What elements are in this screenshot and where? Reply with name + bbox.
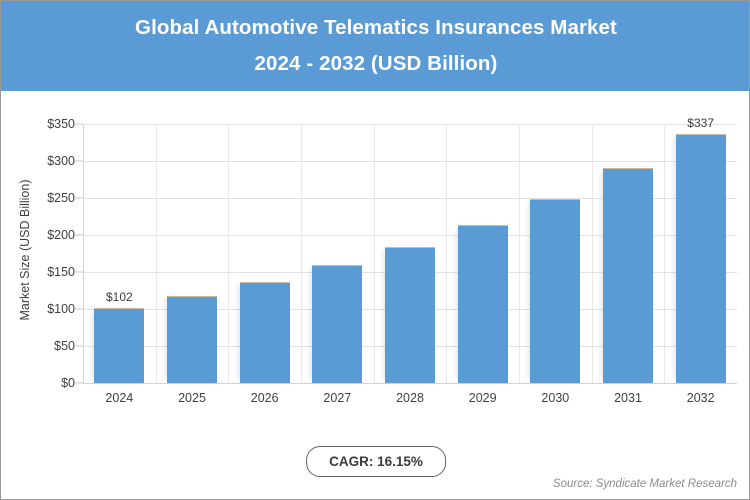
y-tick-mark [75,123,83,125]
category-separator [228,124,230,383]
category-separator [373,124,375,383]
y-tick-label: $200 [47,228,75,242]
y-tick-label: $300 [47,154,75,168]
gridline [83,124,737,125]
y-tick-label: $100 [47,302,75,316]
y-tick-mark [75,271,83,273]
category-separator [519,124,520,383]
category-separator [301,124,302,383]
category-separator [155,124,157,383]
x-tick-label-2026: 2026 [250,391,279,405]
y-tick-label: $50 [54,339,75,353]
bar-2029[interactable] [457,224,508,383]
category-separator [664,124,666,383]
cagr-badge: CAGR: 16.15% [306,446,446,477]
x-tick-label-2028: 2028 [396,391,424,405]
bar-2031[interactable] [603,168,653,383]
x-tick-label-2024: 2024 [105,391,134,405]
y-tick-mark [75,308,83,310]
bar-2028[interactable] [385,246,435,383]
y-axis-line [83,124,84,383]
bar-column[interactable] [385,124,435,383]
bar-column[interactable] [239,124,290,383]
gridline [83,235,737,236]
y-tick-mark [75,234,83,236]
x-tick-label-2029: 2029 [468,391,497,405]
bar-column[interactable] [94,124,145,383]
x-tick-label-2032: 2032 [686,391,715,405]
bar-2030[interactable] [530,198,581,383]
category-separator [591,124,593,383]
y-tick-mark [75,382,83,384]
gridline [83,198,737,199]
bar-2032[interactable] [675,133,726,383]
bar-value-label: $102 [105,289,133,304]
y-tick-mark [75,345,83,347]
chart-title-line-2: 2024 - 2032 (USD Billion) [254,52,498,75]
y-tick-mark [75,197,83,199]
bar-2026[interactable] [239,281,290,383]
bar-2024[interactable] [94,307,145,383]
plot-area: $102 $337 [83,116,737,384]
bar-column[interactable] [167,124,217,383]
bar-2025[interactable] [167,295,217,383]
y-tick-label: $0 [61,376,75,390]
category-separator [446,124,448,383]
x-tick-label-2025: 2025 [178,391,206,405]
x-tick-label-2030: 2030 [541,391,570,405]
y-tick-mark [75,160,83,162]
bar-column[interactable] [457,124,508,383]
y-axis-title: Market Size (USD Billion) [18,179,32,321]
bar-column[interactable] [530,124,581,383]
x-tick-label-2027: 2027 [323,391,352,405]
bar-column[interactable] [675,124,726,383]
x-tick-label-2031: 2031 [614,391,642,405]
source-note: Source: Syndicate Market Research [552,478,737,490]
chart-title-line-1: Global Automotive Telematics Insurances … [135,15,617,39]
bar-column[interactable] [603,124,653,383]
y-tick-label: $150 [47,265,75,279]
y-tick-label: $350 [47,117,75,131]
gridline [83,383,737,384]
chart-body: Market Size (USD Billion) $0 $50 $100 $150 $… [1,91,749,499]
y-tick-label: $250 [47,191,75,205]
chart-header: Global Automotive Telematics Insurances … [1,1,749,91]
bar-2027[interactable] [312,265,363,383]
bar-value-label: $337 [687,115,715,130]
bar-column[interactable] [312,124,363,383]
gridline [83,161,737,162]
